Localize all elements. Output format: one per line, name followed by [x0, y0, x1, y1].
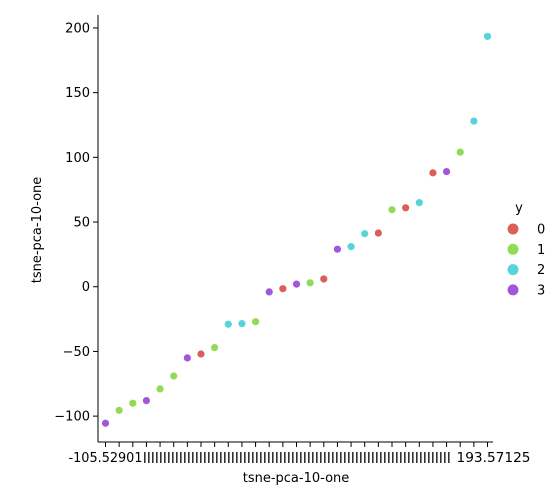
y-tick-label: −100 [54, 410, 90, 425]
y-tick-label: 150 [65, 86, 90, 101]
y-tick-label: −50 [63, 345, 90, 360]
data-point [456, 148, 464, 156]
data-point [265, 288, 273, 296]
legend-label: 3 [537, 283, 545, 298]
data-point [333, 245, 342, 253]
y-tick-label: 50 [73, 216, 90, 231]
y-axis-label: tsne-pca-10-one [30, 177, 45, 284]
y-ticks: −100 −50 0 50 100 150 200 [54, 21, 98, 425]
data-point [238, 320, 246, 328]
data-point [374, 229, 382, 237]
data-point [442, 167, 451, 176]
data-point [170, 372, 178, 380]
data-point [142, 396, 151, 405]
data-point [211, 343, 219, 352]
data-point [402, 204, 410, 212]
data-point [415, 199, 423, 207]
data-point [156, 385, 164, 393]
data-point [347, 243, 355, 251]
y-tick-label: 0 [82, 280, 90, 295]
data-point [101, 419, 110, 427]
legend-title: y [515, 201, 523, 216]
legend-marker [507, 264, 519, 276]
data-point [388, 206, 396, 214]
data-point [129, 399, 137, 407]
data-point [224, 320, 232, 328]
x-axis-label: tsne-pca-10-one [243, 471, 350, 486]
legend-entries: 0 1 2 3 [507, 223, 545, 298]
x-tick-labels-overlap [143, 452, 450, 463]
x-ticks: -105.52901 193.57125 [69, 442, 531, 466]
data-point [292, 280, 301, 288]
data-point [197, 350, 205, 358]
data-point [320, 275, 328, 283]
legend: y 0 1 2 3 [507, 201, 545, 298]
data-point [183, 354, 191, 362]
x-tick-label: -105.52901 [69, 451, 143, 466]
data-point [306, 279, 314, 287]
legend-marker [507, 284, 519, 296]
data-point [361, 230, 369, 238]
data-point [251, 318, 260, 326]
points-layer [101, 32, 492, 427]
legend-marker [507, 223, 519, 235]
x-tick-label: 193.57125 [457, 451, 531, 466]
legend-marker [507, 243, 519, 255]
data-point [279, 285, 287, 293]
data-point [429, 169, 437, 177]
data-point [115, 406, 123, 414]
data-point [470, 117, 478, 125]
y-tick-label: 200 [65, 21, 90, 36]
legend-label: 0 [537, 223, 545, 238]
legend-label: 2 [537, 263, 545, 278]
legend-label: 1 [537, 243, 545, 258]
data-point [483, 32, 492, 40]
y-tick-label: 100 [65, 151, 90, 166]
